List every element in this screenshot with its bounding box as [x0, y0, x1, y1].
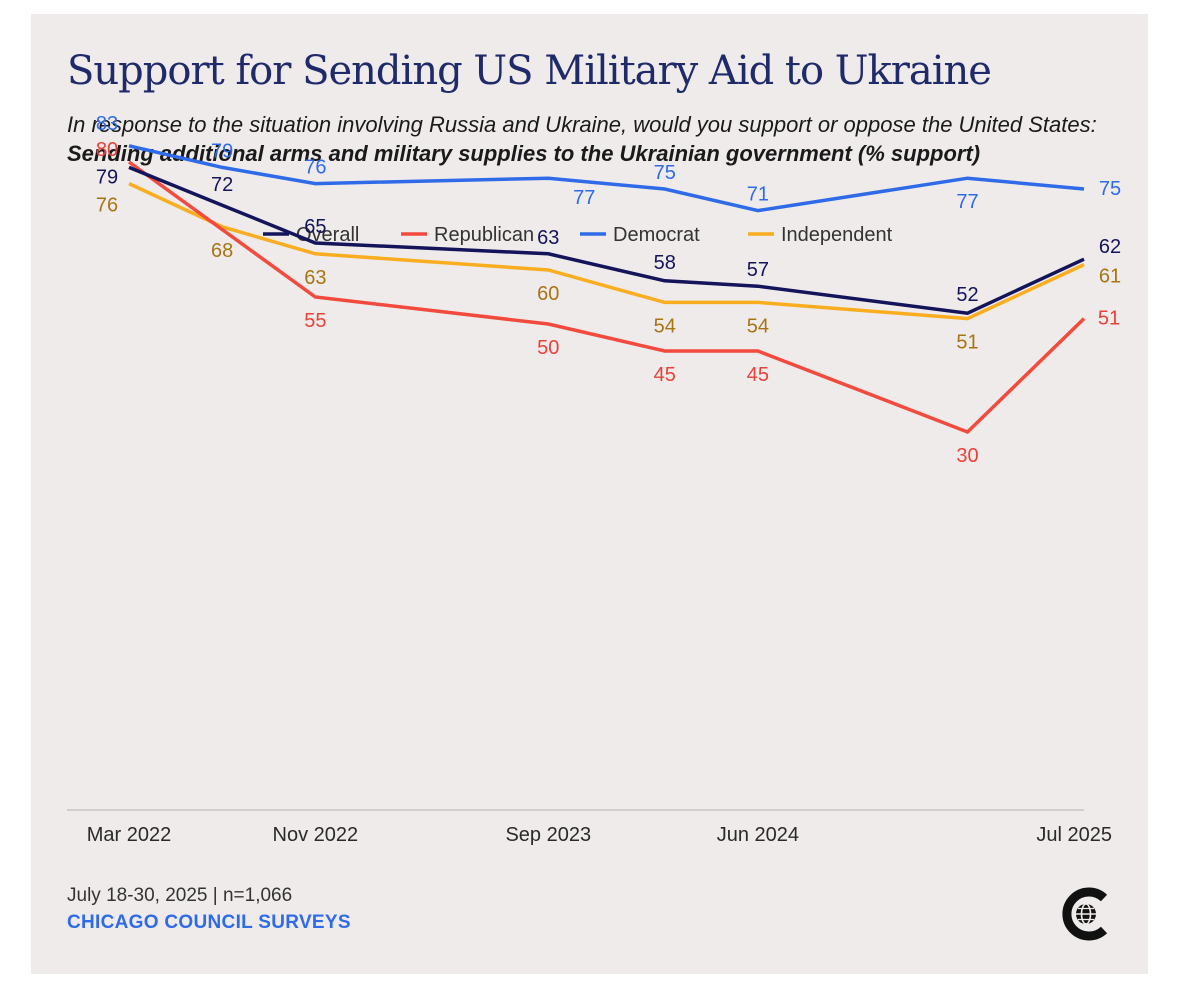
data-label-overall: 72 [211, 174, 233, 196]
source-credit: CHICAGO COUNCIL SURVEYS [67, 912, 351, 933]
legend-label: Democrat [613, 224, 700, 246]
data-label-democrat: 77 [956, 191, 978, 213]
data-label-overall: 63 [537, 227, 559, 249]
x-tick-label: Jul 2025 [1036, 824, 1112, 846]
legend-label: Independent [781, 224, 893, 246]
data-label-democrat: 71 [747, 184, 769, 206]
line-chart: Mar 2022 Nov 2022 Sep 2023 Jun 2024 Jul 2025… [67, 113, 1121, 846]
data-label-independent: 51 [956, 332, 978, 354]
data-label-republican: 80 [96, 139, 118, 161]
data-label-independent: 60 [537, 283, 559, 305]
data-label-overall: 52 [956, 284, 978, 306]
x-tick-label: Nov 2022 [273, 824, 359, 846]
chicago-council-globe-logo-icon [1062, 887, 1108, 941]
data-label-overall: 58 [654, 252, 676, 274]
data-label-republican: 45 [654, 364, 676, 386]
data-label-republican: 45 [747, 364, 769, 386]
data-label-republican: 51 [1098, 308, 1120, 330]
series-line-overall [128, 165, 1085, 316]
x-tick-label: Mar 2022 [87, 824, 172, 846]
data-label-democrat: 75 [654, 162, 676, 184]
data-label-democrat: 77 [573, 187, 595, 209]
series-line-republican [127, 160, 1086, 435]
data-label-independent: 54 [747, 315, 769, 337]
chart-subtitle: In response to the situation involving R… [67, 110, 1107, 168]
x-tick-label: Jun 2024 [717, 824, 799, 846]
survey-date: July 18-30, 2025 | n=1,066 [67, 885, 293, 906]
series-line-independent [128, 182, 1085, 321]
legend-label: Republican [434, 224, 534, 246]
subtitle-item: Sending additional arms and military sup… [67, 141, 981, 166]
data-label-republican: 50 [537, 337, 559, 359]
chart-title: Support for Sending US Military Aid to U… [67, 48, 992, 94]
data-label-overall: 79 [96, 166, 118, 188]
subtitle-question: In response to the situation involving R… [67, 112, 1097, 137]
data-label-democrat: 79 [211, 140, 233, 162]
x-tick-label: Sep 2023 [505, 824, 591, 846]
data-label-independent: 76 [96, 195, 118, 217]
data-label-overall: 57 [747, 259, 769, 281]
data-label-overall: 65 [304, 216, 326, 238]
data-label-republican: 55 [304, 310, 326, 332]
data-label-independent: 61 [1099, 266, 1121, 288]
data-label-independent: 68 [211, 240, 233, 262]
series-line-democrat [128, 144, 1085, 213]
data-label-democrat: 75 [1099, 178, 1121, 200]
data-label-democrat: 83 [96, 113, 118, 135]
data-label-republican: 30 [956, 445, 978, 467]
chart-card: Support for Sending US Military Aid to U… [31, 14, 1148, 974]
data-label-independent: 54 [654, 315, 676, 337]
data-label-overall: 62 [1099, 236, 1121, 258]
data-label-democrat: 76 [304, 157, 326, 179]
data-label-independent: 63 [304, 267, 326, 289]
